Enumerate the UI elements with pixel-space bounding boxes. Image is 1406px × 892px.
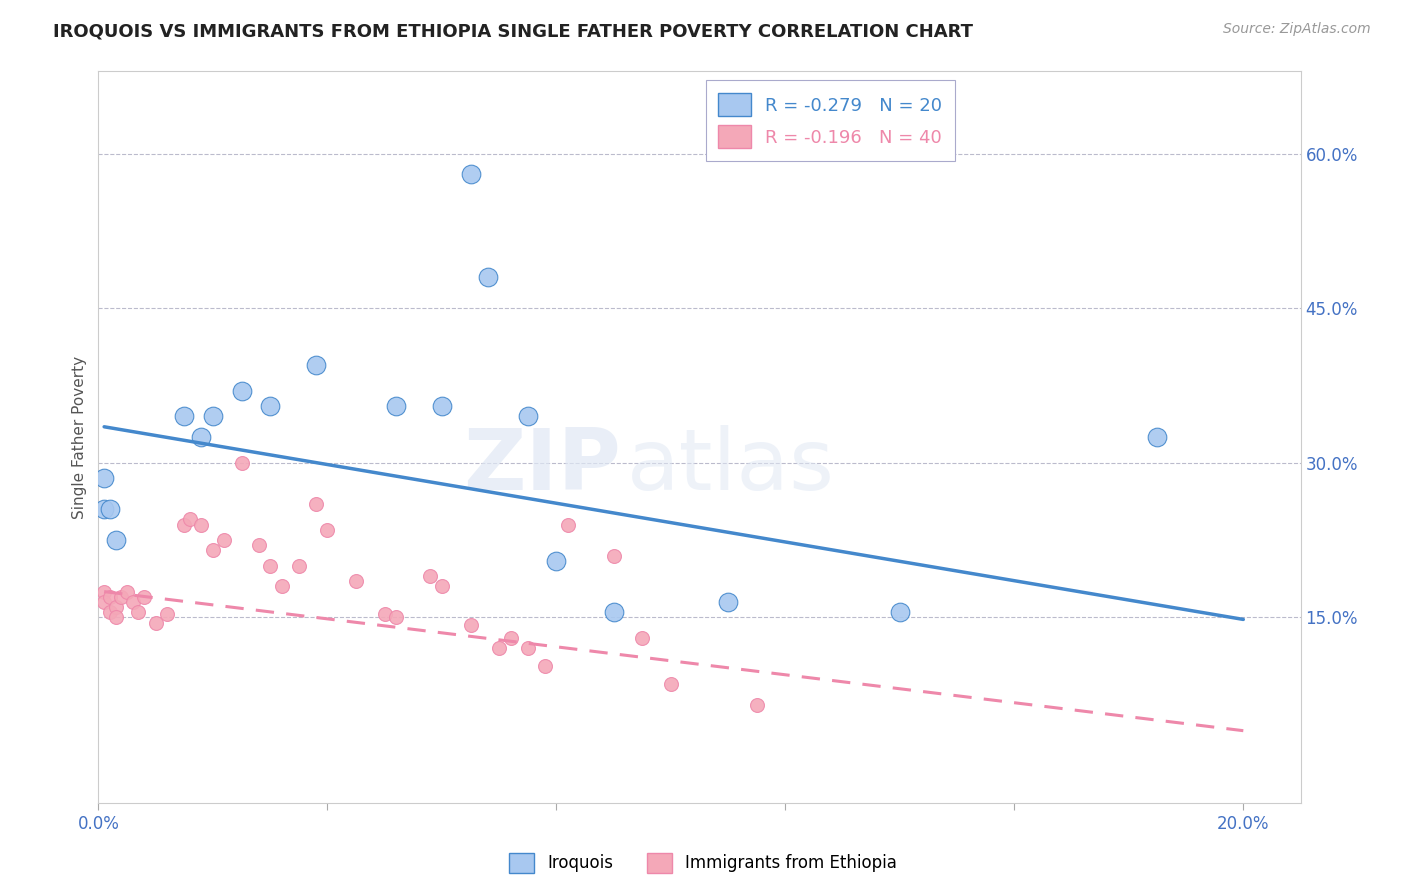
Point bbox=[98, 590, 121, 604]
Point bbox=[631, 631, 654, 645]
Text: Source: ZipAtlas.com: Source: ZipAtlas.com bbox=[1223, 22, 1371, 37]
Point bbox=[214, 533, 236, 547]
Point bbox=[104, 600, 127, 615]
Point bbox=[190, 430, 212, 444]
Legend: Iroquois, Immigrants from Ethiopia: Iroquois, Immigrants from Ethiopia bbox=[502, 847, 904, 880]
Point bbox=[557, 517, 579, 532]
Point bbox=[104, 610, 127, 624]
Point bbox=[488, 641, 510, 656]
Point bbox=[745, 698, 768, 712]
Point bbox=[385, 610, 408, 624]
Point bbox=[305, 497, 328, 511]
Point bbox=[93, 595, 115, 609]
Text: atlas: atlas bbox=[627, 425, 835, 508]
Point bbox=[145, 615, 167, 630]
Point bbox=[270, 579, 292, 593]
Point bbox=[173, 409, 195, 424]
Point bbox=[717, 595, 740, 609]
Point bbox=[430, 579, 453, 593]
Point bbox=[1146, 430, 1168, 444]
Point bbox=[231, 456, 253, 470]
Point bbox=[110, 590, 132, 604]
Point bbox=[889, 605, 911, 619]
Point bbox=[460, 167, 482, 181]
Point bbox=[499, 631, 522, 645]
Point bbox=[98, 502, 121, 516]
Point bbox=[201, 543, 224, 558]
Point bbox=[659, 677, 682, 691]
Point bbox=[546, 554, 568, 568]
Point bbox=[419, 569, 441, 583]
Point bbox=[385, 399, 408, 413]
Point bbox=[374, 607, 396, 622]
Point bbox=[115, 584, 138, 599]
Point bbox=[602, 605, 624, 619]
Point bbox=[516, 409, 538, 424]
Point bbox=[173, 517, 195, 532]
Point bbox=[259, 399, 281, 413]
Point bbox=[156, 607, 179, 622]
Point bbox=[93, 471, 115, 485]
Point bbox=[179, 512, 201, 526]
Point bbox=[93, 584, 115, 599]
Point bbox=[516, 641, 538, 656]
Point bbox=[93, 502, 115, 516]
Point bbox=[247, 538, 270, 552]
Point bbox=[201, 409, 224, 424]
Point bbox=[259, 558, 281, 573]
Point bbox=[288, 558, 311, 573]
Y-axis label: Single Father Poverty: Single Father Poverty bbox=[72, 356, 87, 518]
Point bbox=[231, 384, 253, 398]
Point bbox=[305, 358, 328, 372]
Point bbox=[477, 270, 499, 285]
Point bbox=[134, 590, 156, 604]
Point bbox=[344, 574, 367, 589]
Point bbox=[534, 658, 557, 673]
Point bbox=[602, 549, 624, 563]
Point bbox=[104, 533, 127, 547]
Point bbox=[316, 523, 339, 537]
Point bbox=[128, 605, 150, 619]
Point bbox=[121, 595, 143, 609]
Text: IROQUOIS VS IMMIGRANTS FROM ETHIOPIA SINGLE FATHER POVERTY CORRELATION CHART: IROQUOIS VS IMMIGRANTS FROM ETHIOPIA SIN… bbox=[53, 22, 973, 40]
Legend: R = -0.279   N = 20, R = -0.196   N = 40: R = -0.279 N = 20, R = -0.196 N = 40 bbox=[706, 80, 955, 161]
Point bbox=[430, 399, 453, 413]
Point bbox=[460, 617, 482, 632]
Point bbox=[190, 517, 212, 532]
Text: ZIP: ZIP bbox=[464, 425, 621, 508]
Point bbox=[98, 605, 121, 619]
